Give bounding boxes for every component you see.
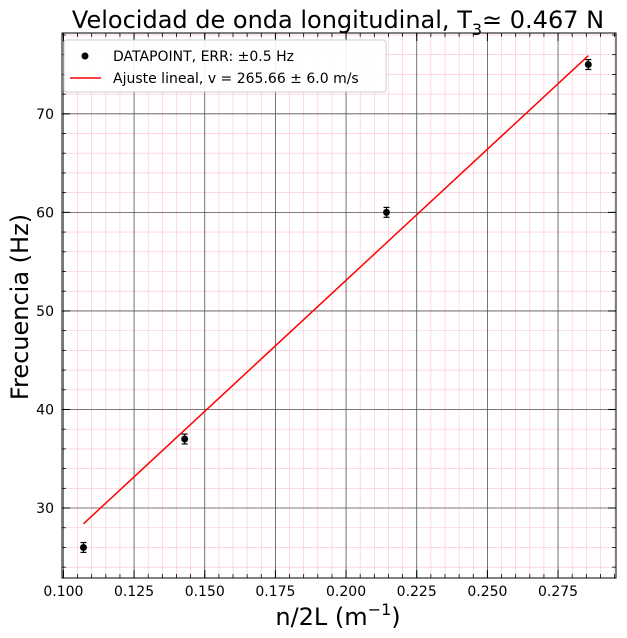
tick-labels: 0.100 0.125 0.150 0.175 0.200 0.225 0.250 0.275… — [36, 107, 578, 600]
data-point — [584, 61, 592, 69]
legend-label-datapoint: DATAPOINT, ERR: ±0.5 Hz — [113, 49, 294, 65]
chart-title: Velocidad de onda longitudinal, T3≃ 0.46… — [72, 6, 604, 39]
ticks — [62, 33, 616, 578]
x-tick-label: 0.250 — [467, 584, 507, 600]
x-tick-label: 0.225 — [397, 584, 437, 600]
major-grid — [62, 33, 616, 578]
x-tick-label: 0.150 — [185, 584, 225, 600]
x-tick-label: 0.200 — [326, 584, 366, 600]
data-point — [382, 208, 390, 216]
y-tick-label: 30 — [36, 501, 54, 517]
x-tick-label: 0.175 — [255, 584, 295, 600]
y-tick-label: 40 — [36, 402, 54, 418]
minor-grid — [62, 33, 616, 578]
plot-frame — [61, 32, 617, 579]
x-tick-label: 0.100 — [43, 584, 83, 600]
data-point — [181, 435, 189, 443]
series-layer — [79, 55, 592, 553]
y-tick-label: 70 — [36, 107, 54, 123]
y-tick-label: 60 — [36, 205, 54, 221]
x-tick-label: 0.125 — [114, 584, 154, 600]
y-tick-label: 50 — [36, 304, 54, 320]
legend: DATAPOINT, ERR: ±0.5 Hz Ajuste lineal, v… — [63, 39, 387, 93]
data-point — [79, 543, 87, 551]
legend-box — [63, 39, 387, 93]
legend-label-fit: Ajuste lineal, v = 265.66 ± 6.0 m/s — [113, 71, 359, 87]
legend-marker-datapoint — [81, 52, 89, 60]
fit-line — [82, 55, 589, 525]
x-axis-label: n/2L (m−1) — [275, 600, 400, 631]
x-tick-label: 0.275 — [538, 584, 578, 600]
y-axis-label: Frecuencia (Hz) — [6, 214, 34, 400]
